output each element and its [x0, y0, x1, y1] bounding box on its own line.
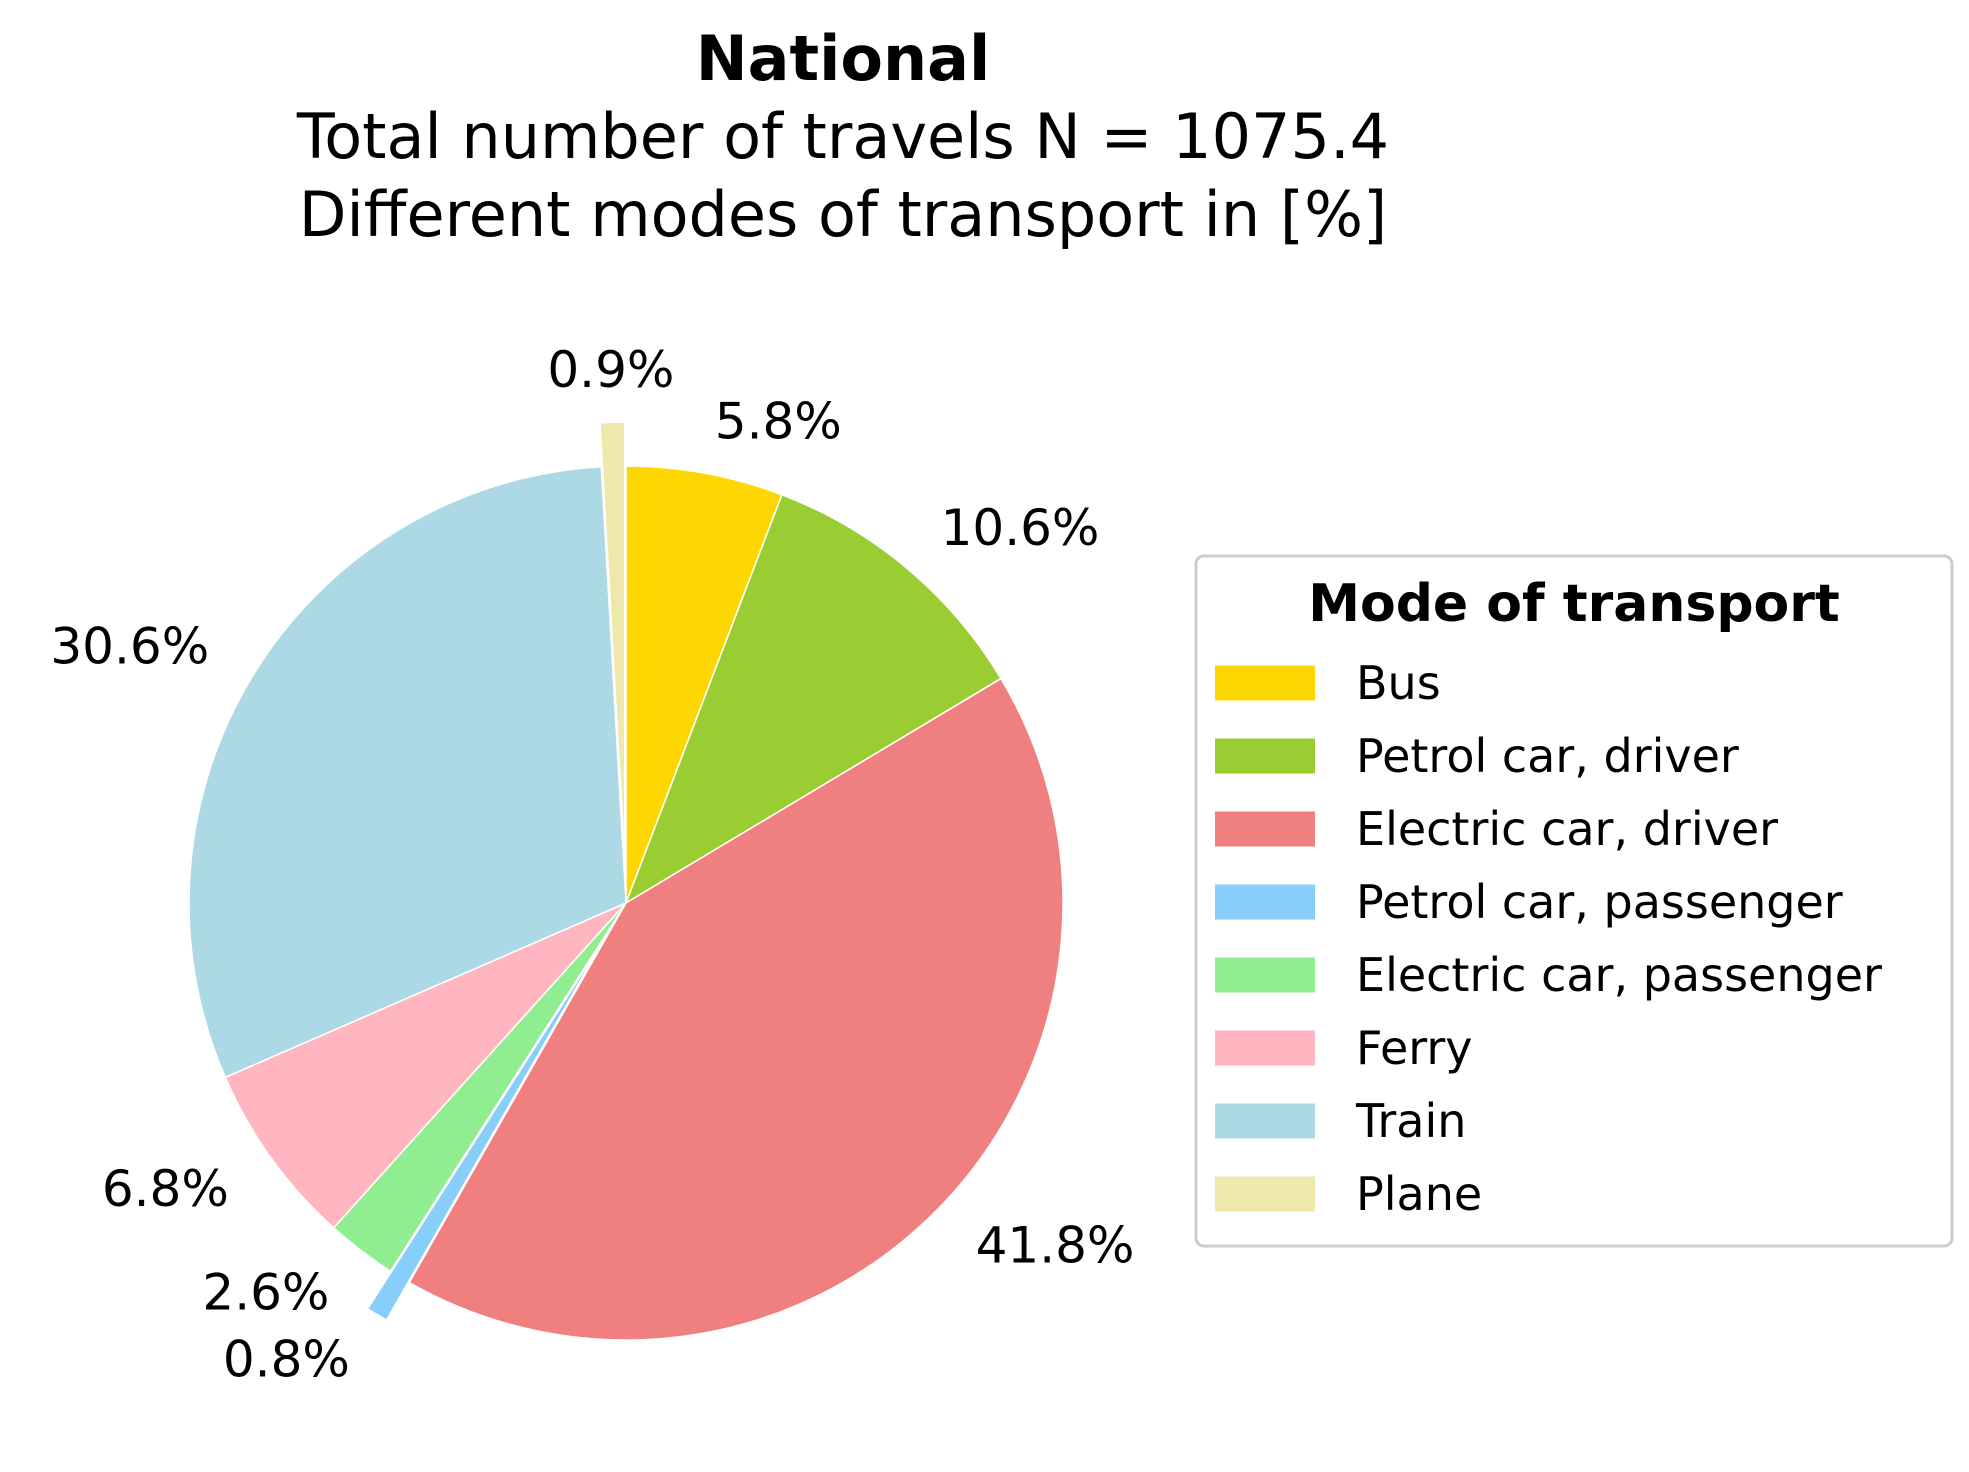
legend-item-petrol-car-driver: Petrol car, driver — [1215, 729, 1739, 783]
legend-items: Bus Petrol car, driver Electric car, drive… — [1215, 656, 1882, 1221]
legend-label-electric-car-passenger: Electric car, passenger — [1356, 948, 1882, 1002]
chart-title: National — [696, 22, 990, 95]
chart-subtitle-line-2: Different modes of transport in [%] — [299, 178, 1387, 251]
legend-label-ferry: Ferry — [1356, 1021, 1472, 1075]
pie-label-electric-car-driver: 41.8% — [976, 1217, 1135, 1275]
legend-item-bus: Bus — [1215, 656, 1441, 710]
legend-label-train: Train — [1355, 1094, 1466, 1148]
pie-slice-petrol-car-passenger — [366, 940, 604, 1322]
pie-slice-labels: 5.8% 10.6% 41.8% 0.8% 2.6% 6.8% 30.6% 0.9% — [50, 341, 1134, 1389]
pie-label-ferry: 6.8% — [102, 1160, 229, 1218]
legend-item-plane: Plane — [1215, 1167, 1482, 1221]
legend-label-plane: Plane — [1356, 1167, 1482, 1221]
legend-item-electric-car-driver: Electric car, driver — [1215, 802, 1778, 856]
legend-label-electric-car-driver: Electric car, driver — [1356, 802, 1778, 856]
legend-label-petrol-car-driver: Petrol car, driver — [1356, 729, 1739, 783]
pie-slice-bus — [625, 465, 783, 904]
legend-swatch-petrol-car-driver — [1215, 738, 1315, 774]
legend-item-electric-car-passenger: Electric car, passenger — [1215, 948, 1882, 1002]
chart-title-block: National Total number of travels N = 107… — [296, 22, 1389, 251]
legend-title: Mode of transport — [1308, 574, 1840, 634]
legend-label-bus: Bus — [1356, 656, 1441, 710]
legend-label-petrol-car-passenger: Petrol car, passenger — [1356, 875, 1843, 929]
legend-item-ferry: Ferry — [1215, 1021, 1472, 1075]
legend-swatch-petrol-car-passenger — [1215, 884, 1315, 920]
legend-swatch-electric-car-passenger — [1215, 957, 1315, 993]
pie-label-electric-car-passenger: 2.6% — [202, 1263, 329, 1321]
legend: Mode of transport Bus Petrol car, driver E… — [1194, 554, 1954, 1248]
pie-slice-electric-car-driver — [408, 677, 1064, 1341]
pie-slice-plane — [599, 421, 626, 860]
pie-slice-ferry — [224, 902, 627, 1229]
legend-item-petrol-car-passenger: Petrol car, passenger — [1215, 875, 1843, 929]
legend-swatch-electric-car-driver — [1215, 811, 1315, 847]
pie-slice-train — [188, 465, 627, 1079]
legend-swatch-train — [1215, 1103, 1315, 1139]
pie-label-plane: 0.9% — [547, 341, 674, 399]
legend-item-train: Train — [1215, 1094, 1466, 1148]
chart-subtitle-line-1: Total number of travels N = 1075.4 — [296, 100, 1389, 173]
pie-slice-petrol-car-driver — [624, 493, 1002, 905]
pie-label-bus: 5.8% — [715, 393, 842, 451]
pie-label-petrol-car-driver: 10.6% — [941, 499, 1100, 557]
pie-label-train: 30.6% — [50, 617, 209, 675]
legend-swatch-plane — [1215, 1176, 1315, 1212]
legend-swatch-bus — [1215, 665, 1315, 701]
legend-swatch-ferry — [1215, 1030, 1315, 1066]
legend-frame — [1194, 554, 1954, 1248]
pie-label-petrol-car-passenger: 0.8% — [223, 1330, 350, 1388]
pie-slices — [188, 421, 1064, 1341]
